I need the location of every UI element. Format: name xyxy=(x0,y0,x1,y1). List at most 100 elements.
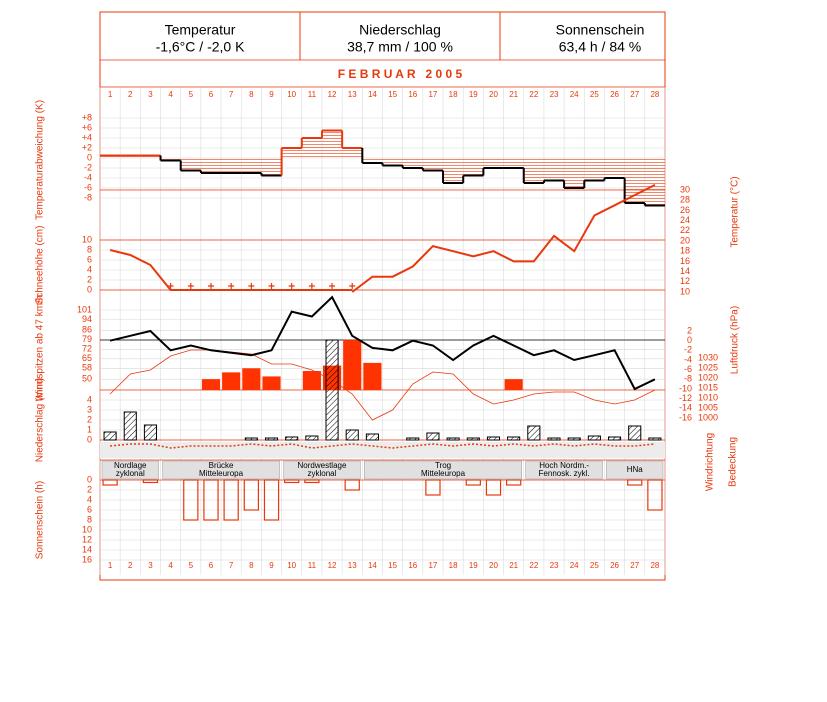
sunshine-bar xyxy=(142,479,159,484)
gust-bar xyxy=(222,372,241,390)
tick-label: -2 xyxy=(684,345,692,355)
tick-label: 24 xyxy=(680,215,690,225)
tick-label: 86 xyxy=(82,325,92,335)
precip-bar xyxy=(648,437,662,441)
tick-label: 1000 xyxy=(698,412,718,422)
weather-type-box xyxy=(162,460,280,480)
snow-zero-marker xyxy=(349,283,356,289)
sunshine-bar xyxy=(485,479,502,496)
tick-label: 10 xyxy=(82,524,92,534)
day-label: 20 xyxy=(489,561,498,570)
precip-bar xyxy=(103,431,117,441)
day-label: 17 xyxy=(428,90,437,99)
tick-label: 4 xyxy=(87,264,92,274)
tick-label: 1 xyxy=(87,424,92,434)
deviation-area xyxy=(523,158,544,183)
tick-label: 0 xyxy=(687,335,692,345)
deviation-area xyxy=(382,158,403,166)
deviation-area xyxy=(180,158,201,171)
day-label: 21 xyxy=(509,90,518,99)
tick-label: 30 xyxy=(680,184,690,194)
deviation-area xyxy=(584,158,605,181)
day-label: 2 xyxy=(128,561,133,570)
day-label: 6 xyxy=(209,561,214,570)
snow-zero-marker xyxy=(268,283,275,289)
snow-zero-marker xyxy=(248,283,255,289)
header-title: Niederschlag xyxy=(359,22,441,38)
deviation-area xyxy=(564,158,585,188)
tick-label: 1020 xyxy=(698,372,718,382)
day-label: 3 xyxy=(148,90,153,99)
header-value: -1,6°C / -2,0 K xyxy=(156,39,246,55)
deviation-area xyxy=(624,158,645,203)
daily_temp-line xyxy=(109,295,656,391)
snow-zero-marker xyxy=(288,283,295,289)
tick-label: 1025 xyxy=(698,362,718,372)
day-label: 8 xyxy=(249,90,254,99)
sunshine-bar xyxy=(304,479,320,484)
precip-bar xyxy=(244,437,258,441)
deviation-area xyxy=(120,155,141,158)
tick-label: -8 xyxy=(684,374,692,384)
axis-label: Bedeckung xyxy=(728,437,739,487)
precip-bar xyxy=(608,436,622,441)
day-label: 15 xyxy=(388,90,397,99)
tick-label: 14 xyxy=(82,544,92,554)
weather-type-box xyxy=(283,460,361,480)
precip-bar xyxy=(426,432,440,441)
tick-label: 3 xyxy=(87,404,92,414)
axis-label: Windspitzen ab 47 km/h xyxy=(35,295,46,402)
gust-bar xyxy=(504,379,523,390)
tick-label: 101 xyxy=(77,304,92,314)
weather-type-label: Hoch Nordm.- xyxy=(539,461,589,470)
tick-label: +2 xyxy=(82,142,92,152)
tick-label: 0 xyxy=(87,152,92,162)
tick-label: 28 xyxy=(680,195,690,205)
gust-bar xyxy=(201,379,221,390)
tick-label: 2 xyxy=(87,414,92,424)
tick-label: 94 xyxy=(82,314,92,324)
gust-bar xyxy=(363,362,382,390)
tick-label: 26 xyxy=(680,205,690,215)
day-label: 22 xyxy=(529,90,538,99)
deviation-area xyxy=(362,158,383,163)
sunshine-bar xyxy=(505,479,522,486)
axis-label: Luftdruck (hPa) xyxy=(730,306,741,374)
day-label: 15 xyxy=(388,561,397,570)
deviation-area xyxy=(483,158,504,168)
axis-label: Niederschlag (mm) xyxy=(35,378,46,462)
precip-bar xyxy=(264,437,279,441)
deviation-area xyxy=(140,155,161,158)
day-label: 26 xyxy=(610,561,619,570)
day-label: 7 xyxy=(229,561,234,570)
day-label: 9 xyxy=(269,561,274,570)
weather-type-box xyxy=(101,460,159,480)
day-label: 11 xyxy=(308,561,317,570)
precip-bar xyxy=(547,437,561,441)
day-label: 19 xyxy=(469,561,478,570)
header-value: 63,4 h / 84 % xyxy=(559,39,642,55)
tick-label: -10 xyxy=(679,383,692,393)
tick-label: -2 xyxy=(84,162,92,172)
day-label: 10 xyxy=(287,90,296,99)
day-label: 12 xyxy=(328,561,337,570)
deviation-area xyxy=(463,158,484,176)
day-label: 24 xyxy=(570,90,579,99)
day-label: 24 xyxy=(570,561,579,570)
precip-bar xyxy=(466,437,480,441)
precip-bar xyxy=(123,411,137,441)
tick-label: 20 xyxy=(680,235,690,245)
day-label: 10 xyxy=(287,561,296,570)
day-label: 28 xyxy=(650,90,659,99)
tick-label: 10 xyxy=(680,286,690,296)
snow-line xyxy=(109,249,353,291)
precip-bar xyxy=(628,425,642,441)
day-label: 5 xyxy=(189,90,194,99)
day-label: 12 xyxy=(328,90,337,99)
snow-zero-marker xyxy=(329,283,336,289)
tick-label: -4 xyxy=(684,354,692,364)
deviation-area xyxy=(160,158,181,161)
deviation-area xyxy=(321,130,343,158)
chart-title: F E B R U A R 2 0 0 5 xyxy=(338,67,463,81)
tick-label: 18 xyxy=(680,246,690,256)
